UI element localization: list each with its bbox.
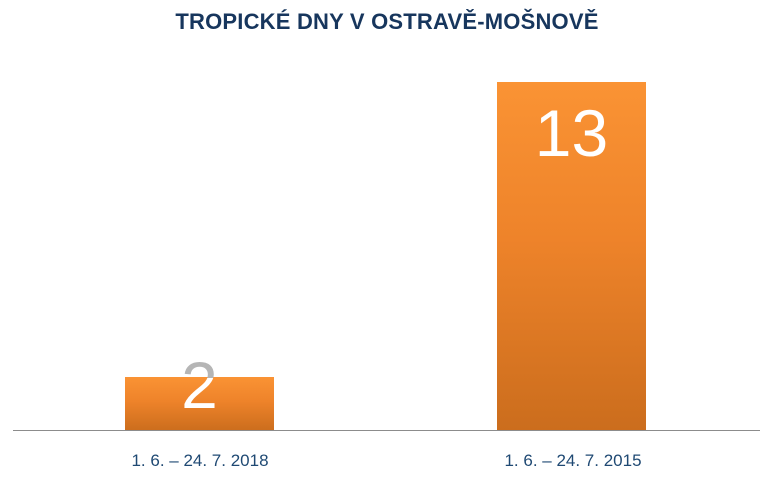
- x-axis-label-2015: 1. 6. – 24. 7. 2015: [504, 451, 642, 470]
- bar-2015: [497, 82, 646, 431]
- bar-2018: [125, 377, 274, 431]
- bar-2015-value-label: 13: [534, 96, 609, 170]
- x-axis-label-2018: 1. 6. – 24. 7. 2018: [131, 451, 269, 470]
- bar-2018-value-label: 2: [125, 352, 274, 418]
- x-axis-line: [13, 430, 760, 431]
- chart-title: TROPICKÉ DNY V OSTRAVĚ-MOŠNOVĚ: [175, 9, 599, 34]
